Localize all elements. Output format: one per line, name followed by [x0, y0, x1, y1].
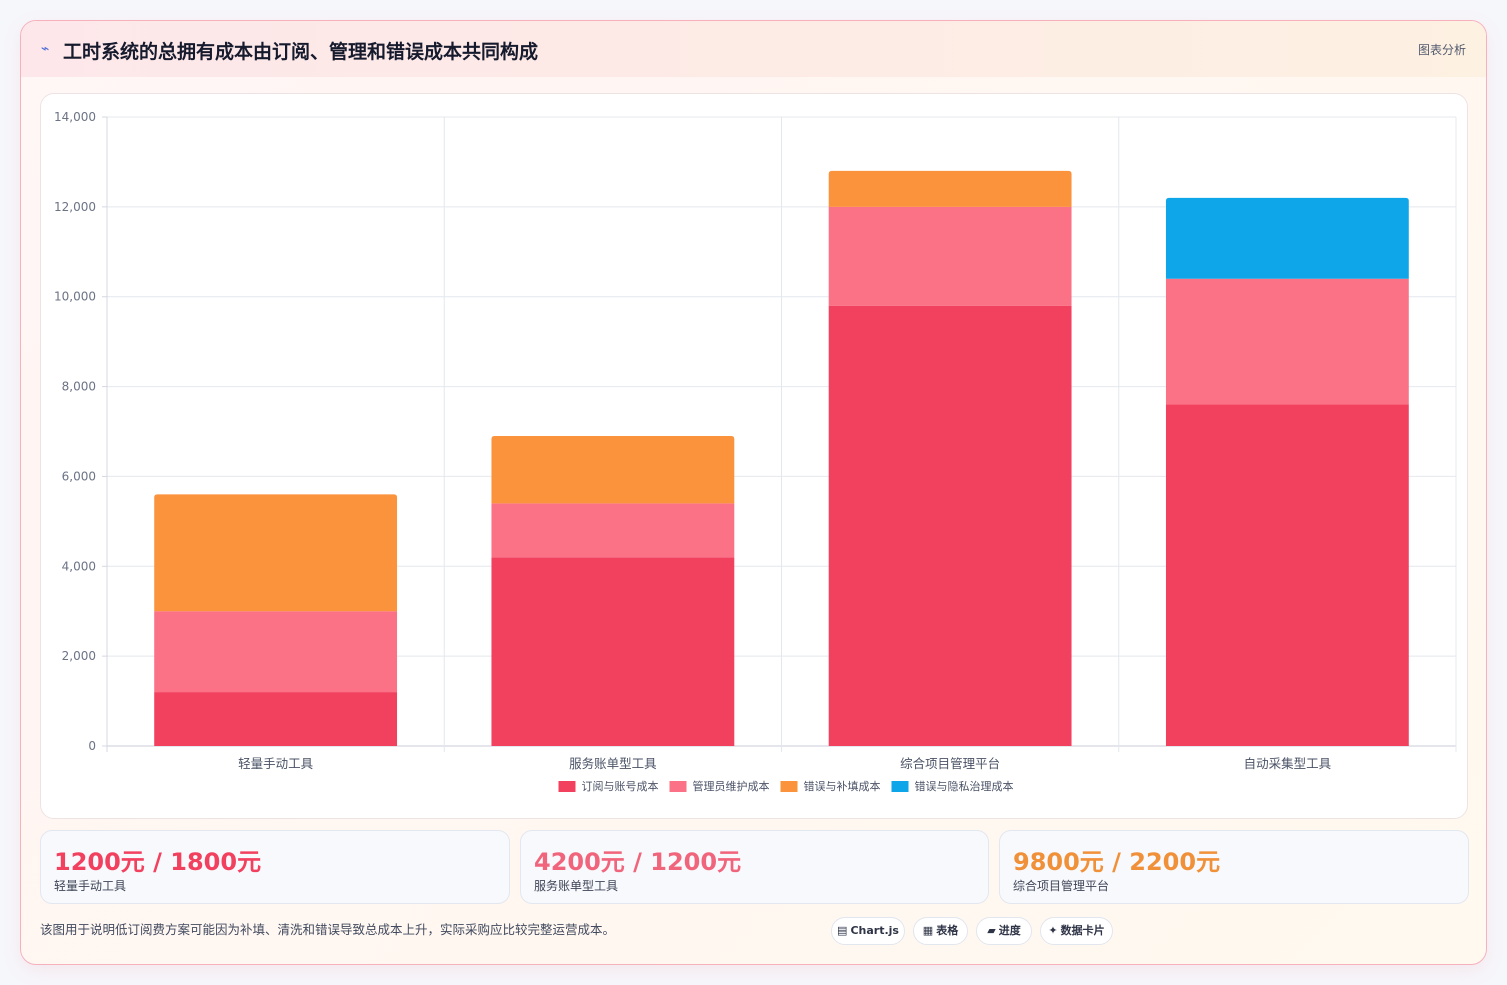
chartjs-pill[interactable]: ▤ Chart.js: [831, 917, 905, 945]
bar-segment: [491, 557, 735, 746]
y-tick-label: 14,000: [54, 110, 96, 124]
y-tick-label: 0: [88, 739, 96, 753]
chart-analysis-tag: 图表分析: [1417, 43, 1466, 57]
y-tick-label: 4,000: [62, 559, 96, 573]
trend-line-icon: ⌁: [41, 40, 50, 56]
chart-icon: ▤: [837, 924, 848, 937]
bar-segment: [828, 206, 1072, 306]
stat-card-2: 4200元 / 1200元 服务账单型工具: [520, 830, 989, 904]
y-tick-label: 12,000: [54, 200, 96, 214]
legend-swatch: [780, 781, 798, 792]
stat-value: 9800元 / 2200元: [1013, 848, 1221, 876]
pill-label: 表格: [936, 924, 959, 937]
bar-segment: [828, 305, 1072, 746]
y-tick-label: 2,000: [62, 649, 96, 663]
bar-segment: [154, 494, 398, 612]
y-tick-label: 8,000: [62, 380, 96, 394]
progress-icon: ▰: [987, 924, 996, 937]
bar-segment: [1165, 404, 1409, 746]
x-tick-label: 服务账单型工具: [569, 756, 657, 771]
stat-label: 综合项目管理平台: [1013, 879, 1110, 893]
stat-card-1: 1200元 / 1800元 轻量手动工具: [40, 830, 510, 904]
stat-value: 1200元 / 1800元: [54, 848, 262, 876]
stat-label: 服务账单型工具: [534, 879, 619, 893]
bar-segment: [491, 435, 735, 504]
legend-label: 管理员维护成本: [693, 779, 770, 793]
legend-swatch: [669, 781, 687, 792]
chart-footnote: 该图用于说明低订阅费方案可能因为补填、清洗和错误导致总成本上升，实际采购应比较完…: [40, 922, 616, 937]
bar-segment: [1165, 197, 1409, 279]
stat-value: 4200元 / 1200元: [534, 848, 742, 876]
stacked-bar-chart: 0 2,000 4,000 6,000 8,000 10,000 12,000 14,000 轻…: [54, 110, 1457, 793]
bar-segment: [154, 692, 398, 746]
legend-swatch: [891, 781, 909, 792]
y-tick-label: 10,000: [54, 290, 96, 304]
bar-segment: [154, 611, 398, 693]
pill-label: 进度: [998, 924, 1021, 937]
chart-panel: 0 2,000 4,000 6,000 8,000 10,000 12,000 14,000 轻…: [40, 93, 1468, 819]
bar-segment: [1165, 278, 1409, 405]
data-card-pill[interactable]: ✦ 数据卡片: [1040, 917, 1113, 945]
progress-pill[interactable]: ▰ 进度: [976, 917, 1032, 945]
x-tick-label: 综合项目管理平台: [900, 756, 1000, 771]
chart-card: ⌁ 工时系统的总拥有成本由订阅、管理和错误成本共同构成 图表分析 0 2,000 4…: [20, 20, 1487, 965]
bar-segment: [828, 170, 1072, 207]
x-tick-label: 轻量手动工具: [238, 756, 314, 771]
stat-card-3: 9800元 / 2200元 综合项目管理平台: [999, 830, 1469, 904]
bar-segment: [491, 503, 735, 558]
x-tick-label: 自动采集型工具: [1244, 756, 1332, 771]
card-header: ⌁ 工时系统的总拥有成本由订阅、管理和错误成本共同构成 图表分析: [21, 21, 1486, 77]
legend-label: 订阅与账号成本: [582, 779, 659, 793]
y-tick-label: 6,000: [62, 469, 96, 483]
legend-swatch: [558, 781, 576, 792]
pill-label: Chart.js: [850, 924, 899, 937]
sparkle-icon: ✦: [1048, 924, 1058, 937]
chart-title: 工时系统的总拥有成本由订阅、管理和错误成本共同构成: [63, 41, 539, 63]
legend-label: 错误与补填成本: [804, 779, 881, 793]
legend-label: 错误与隐私治理成本: [915, 779, 1014, 793]
table-icon: ▦: [922, 924, 934, 937]
stat-label: 轻量手动工具: [54, 879, 127, 893]
pill-label: 数据卡片: [1060, 924, 1105, 937]
table-pill[interactable]: ▦ 表格: [913, 917, 968, 945]
